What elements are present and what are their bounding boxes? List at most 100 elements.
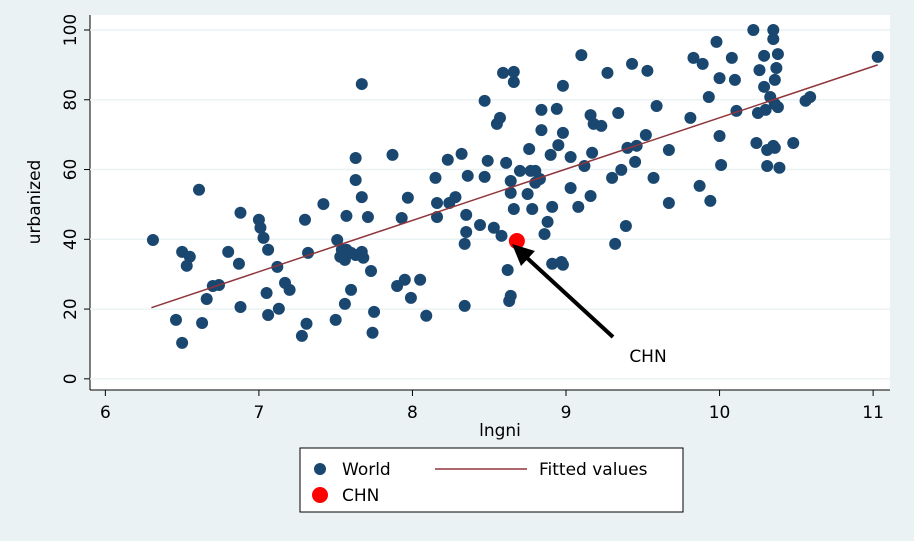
point: [295, 329, 308, 342]
point: [355, 191, 368, 204]
point: [262, 243, 275, 256]
point: [758, 49, 771, 62]
point: [546, 200, 559, 213]
point: [650, 100, 663, 113]
point: [715, 159, 728, 171]
legend-swatch: [314, 463, 326, 475]
point: [609, 237, 622, 250]
point: [254, 221, 267, 234]
x-tick-label: 10: [709, 403, 731, 423]
point: [338, 297, 351, 310]
point: [368, 305, 381, 318]
point: [767, 33, 780, 46]
point: [556, 258, 569, 271]
point: [361, 210, 374, 223]
point: [575, 49, 588, 62]
legend-label: World: [342, 460, 391, 480]
point: [272, 302, 285, 315]
legend-swatch: [312, 487, 328, 503]
point: [728, 73, 741, 86]
point: [761, 160, 774, 173]
point: [478, 170, 491, 183]
point: [507, 202, 520, 215]
point: [595, 119, 608, 132]
point: [750, 137, 763, 150]
point: [401, 191, 414, 204]
point: [449, 191, 462, 204]
x-tick-label: 6: [100, 403, 111, 423]
point: [759, 103, 772, 116]
annotation: CHN: [629, 347, 666, 367]
point: [234, 206, 247, 219]
point: [693, 179, 706, 192]
point: [176, 336, 189, 349]
point: [533, 172, 546, 185]
point: [340, 209, 353, 222]
point: [460, 225, 473, 238]
point: [767, 24, 780, 36]
point: [526, 202, 539, 215]
point: [395, 212, 408, 225]
point: [513, 164, 526, 177]
point: [349, 174, 362, 186]
fit-line: [151, 64, 878, 309]
point: [787, 137, 800, 150]
point: [500, 156, 513, 169]
point: [684, 111, 697, 124]
y-tick-label: 20: [61, 298, 81, 320]
point: [523, 142, 536, 155]
x-tick-label: 7: [253, 403, 264, 423]
y-tick-label: 80: [61, 89, 81, 111]
point: [364, 265, 377, 278]
y-tick-label: 60: [61, 159, 81, 181]
point: [487, 221, 500, 234]
point: [662, 197, 675, 210]
point: [355, 78, 368, 91]
point: [420, 309, 433, 322]
point: [283, 283, 296, 296]
point: [441, 153, 454, 166]
point: [730, 104, 743, 117]
point: [504, 289, 517, 302]
y-axis-label: urbanized: [25, 160, 45, 245]
point: [257, 231, 270, 244]
point: [535, 124, 548, 137]
point: [770, 62, 783, 75]
legend-box: [299, 447, 684, 513]
point: [298, 213, 311, 226]
point: [431, 197, 444, 210]
point: [460, 208, 473, 221]
point: [544, 148, 557, 161]
point: [771, 48, 784, 61]
point: [504, 186, 517, 199]
point: [564, 182, 577, 195]
point: [455, 147, 468, 160]
point: [804, 90, 817, 103]
point: [474, 219, 487, 231]
point: [550, 102, 563, 115]
point: [478, 94, 491, 107]
point: [349, 152, 362, 165]
point: [578, 160, 591, 173]
point: [586, 146, 599, 159]
point: [615, 163, 628, 176]
point: [300, 317, 313, 330]
point: [404, 291, 417, 304]
point: [713, 130, 726, 143]
point: [458, 299, 471, 312]
point: [329, 313, 342, 326]
point: [662, 144, 675, 156]
point: [546, 257, 559, 270]
point: [696, 57, 709, 70]
point: [345, 283, 358, 296]
point: [871, 50, 884, 63]
point: [572, 200, 585, 213]
y-tick-label: 40: [61, 228, 81, 250]
point: [146, 234, 159, 246]
point: [521, 187, 534, 200]
point: [687, 51, 700, 64]
point: [771, 101, 784, 114]
point: [495, 229, 508, 242]
x-tick-label: 9: [561, 403, 572, 423]
